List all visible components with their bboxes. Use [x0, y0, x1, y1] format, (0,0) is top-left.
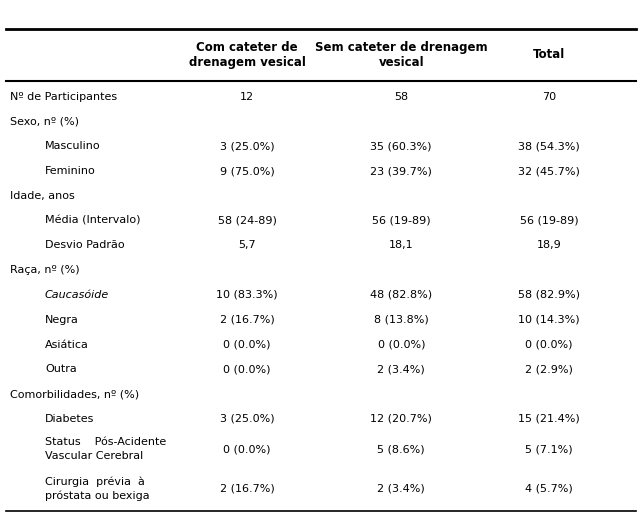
Text: Feminino: Feminino	[45, 166, 96, 176]
Text: Total: Total	[533, 48, 565, 61]
Text: 10 (83.3%): 10 (83.3%)	[216, 290, 278, 300]
Text: Sem cateter de drenagem
vesical: Sem cateter de drenagem vesical	[315, 41, 487, 69]
Text: 5 (8.6%): 5 (8.6%)	[377, 444, 425, 454]
Text: 18,1: 18,1	[389, 240, 413, 250]
Text: Outra: Outra	[45, 365, 76, 374]
Text: Masculino: Masculino	[45, 141, 101, 151]
Text: 0 (0.0%): 0 (0.0%)	[525, 340, 573, 349]
Text: 2 (16.7%): 2 (16.7%)	[220, 484, 275, 494]
Text: Negra: Negra	[45, 315, 79, 325]
Text: 18,9: 18,9	[537, 240, 561, 250]
Text: 0 (0.0%): 0 (0.0%)	[377, 340, 425, 349]
Text: Média (Intervalo): Média (Intervalo)	[45, 216, 141, 226]
Text: 58: 58	[394, 92, 408, 101]
Text: 5,7: 5,7	[238, 240, 256, 250]
Text: Asiática: Asiática	[45, 340, 89, 349]
Text: 8 (13.8%): 8 (13.8%)	[374, 315, 429, 325]
Text: 15 (21.4%): 15 (21.4%)	[518, 414, 580, 424]
Text: 3 (25.0%): 3 (25.0%)	[220, 414, 275, 424]
Text: 4 (5.7%): 4 (5.7%)	[525, 484, 573, 494]
Text: 3 (25.0%): 3 (25.0%)	[220, 141, 275, 151]
Text: Com cateter de
drenagem vesical: Com cateter de drenagem vesical	[189, 41, 306, 69]
Text: Nº de Participantes: Nº de Participantes	[10, 92, 117, 101]
Text: 35 (60.3%): 35 (60.3%)	[370, 141, 432, 151]
Text: 5 (7.1%): 5 (7.1%)	[525, 444, 573, 454]
Text: Desvio Padrão: Desvio Padrão	[45, 240, 125, 250]
Text: 2 (16.7%): 2 (16.7%)	[220, 315, 275, 325]
Text: Raça, nº (%): Raça, nº (%)	[10, 265, 79, 275]
Text: 12 (20.7%): 12 (20.7%)	[370, 414, 432, 424]
Text: 48 (82.8%): 48 (82.8%)	[370, 290, 432, 300]
Text: 56 (19-89): 56 (19-89)	[372, 216, 431, 226]
Text: 0 (0.0%): 0 (0.0%)	[223, 444, 271, 454]
Text: 38 (54.3%): 38 (54.3%)	[518, 141, 580, 151]
Text: Comorbilidades, nº (%): Comorbilidades, nº (%)	[10, 389, 139, 399]
Text: Idade, anos: Idade, anos	[10, 191, 74, 201]
Text: 23 (39.7%): 23 (39.7%)	[370, 166, 432, 176]
Text: Status    Pós-Acidente
Vascular Cerebral: Status Pós-Acidente Vascular Cerebral	[45, 437, 166, 461]
Text: Diabetes: Diabetes	[45, 414, 94, 424]
Text: 58 (82.9%): 58 (82.9%)	[518, 290, 580, 300]
Text: 70: 70	[542, 92, 556, 101]
Text: 0 (0.0%): 0 (0.0%)	[223, 365, 271, 374]
Text: 32 (45.7%): 32 (45.7%)	[518, 166, 580, 176]
Text: Cirurgia  prévia  à
próstata ou bexiga: Cirurgia prévia à próstata ou bexiga	[45, 476, 150, 501]
Text: 9 (75.0%): 9 (75.0%)	[220, 166, 275, 176]
Text: 12: 12	[240, 92, 254, 101]
Text: Caucasóide: Caucasóide	[45, 290, 109, 300]
Text: 10 (14.3%): 10 (14.3%)	[518, 315, 580, 325]
Text: 2 (2.9%): 2 (2.9%)	[525, 365, 573, 374]
Text: Sexo, nº (%): Sexo, nº (%)	[10, 116, 78, 126]
Text: 2 (3.4%): 2 (3.4%)	[377, 484, 425, 494]
Text: 0 (0.0%): 0 (0.0%)	[223, 340, 271, 349]
Text: 58 (24-89): 58 (24-89)	[218, 216, 277, 226]
Text: 56 (19-89): 56 (19-89)	[519, 216, 578, 226]
Text: 2 (3.4%): 2 (3.4%)	[377, 365, 425, 374]
